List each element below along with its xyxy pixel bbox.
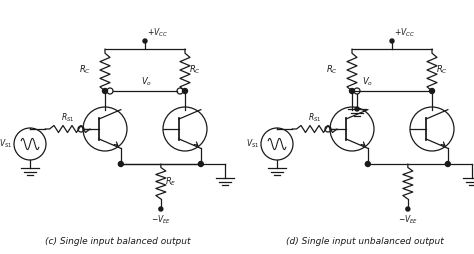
- Text: $-V_{EE}$: $-V_{EE}$: [398, 213, 418, 226]
- Text: $+V_{CC}$: $+V_{CC}$: [394, 26, 415, 39]
- Text: $V_o$: $V_o$: [141, 75, 153, 88]
- Circle shape: [349, 88, 355, 93]
- Text: (d) Single input unbalanced output: (d) Single input unbalanced output: [286, 237, 444, 246]
- Circle shape: [355, 107, 359, 111]
- Text: $V_{S1}$: $V_{S1}$: [0, 138, 12, 150]
- Circle shape: [198, 162, 203, 167]
- Text: $R_C$: $R_C$: [79, 64, 91, 76]
- Circle shape: [365, 162, 370, 167]
- Text: (c) Single input balanced output: (c) Single input balanced output: [45, 237, 191, 246]
- Text: $-V_{EE}$: $-V_{EE}$: [151, 213, 171, 226]
- Text: $+V_{CC}$: $+V_{CC}$: [147, 26, 168, 39]
- Text: $R_{S1}$: $R_{S1}$: [61, 112, 74, 124]
- Circle shape: [182, 88, 188, 93]
- Text: $V_{S1}$: $V_{S1}$: [246, 138, 259, 150]
- Circle shape: [429, 88, 435, 93]
- Circle shape: [143, 39, 147, 43]
- Text: $R_E$: $R_E$: [165, 175, 176, 188]
- Circle shape: [406, 207, 410, 211]
- Text: $R_C$: $R_C$: [326, 64, 338, 76]
- Circle shape: [102, 88, 108, 93]
- Circle shape: [446, 162, 450, 167]
- Text: $R_{S1}$: $R_{S1}$: [308, 112, 321, 124]
- Circle shape: [118, 162, 123, 167]
- Circle shape: [159, 207, 163, 211]
- Text: $V_o$: $V_o$: [362, 75, 373, 88]
- Text: $R_C$: $R_C$: [189, 64, 201, 76]
- Circle shape: [390, 39, 394, 43]
- Text: $R_C$: $R_C$: [436, 64, 448, 76]
